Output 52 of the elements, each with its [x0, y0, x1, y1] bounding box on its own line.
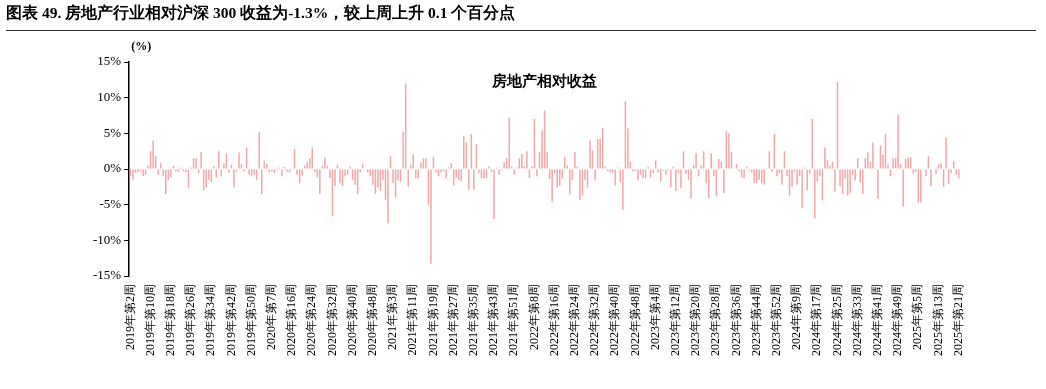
text: 房地产相对收益 [491, 72, 598, 89]
x-tick-label: 2020年第16周 [284, 284, 299, 356]
x-tick-label: 2022年第32周 [587, 284, 602, 356]
x-tick-label: 2021年第35周 [466, 284, 481, 356]
x-tick-label: 2022年第8周 [526, 284, 541, 350]
x-tick-label: 2021年第43周 [486, 284, 501, 356]
x-tick-label: 2023年第12周 [668, 284, 683, 356]
y-tick-label: 15% [97, 53, 122, 69]
x-tick-label: 2020年第40周 [344, 284, 359, 356]
x-tick-label: 2024年第25周 [829, 284, 844, 356]
x-tick-label: 2021年第19周 [425, 284, 440, 356]
x-tick-label: 2023年第4周 [647, 284, 662, 350]
x-tick-label: 2020年第24周 [304, 284, 319, 356]
x-tick-label: 2019年第10周 [142, 284, 157, 356]
x-tick-label: 2020年第32周 [324, 284, 339, 356]
x-tick-label: 2024年第41周 [870, 284, 885, 356]
y-tick-label: -10% [92, 231, 122, 247]
x-tick-label: 2023年第36周 [728, 284, 743, 356]
x-tick-label: 2021年第11周 [405, 284, 420, 356]
x-tick-label: 2025年第5周 [910, 284, 925, 350]
x-tick-label: 2021年第3周 [385, 284, 400, 350]
x-tick-label: 2020年第7周 [264, 284, 278, 350]
x-tick-label: 2022年第40周 [607, 284, 622, 356]
x-tick-label: 2019年第42周 [223, 284, 238, 356]
x-tick-label: 2022年第24周 [567, 284, 582, 356]
x-tick-label: 2025年第21周 [950, 284, 965, 356]
x-tick-label: 2019年第26周 [183, 284, 198, 356]
x-tick-label: 2019年第2周 [122, 284, 137, 350]
x-tick-label: 2024年第17周 [809, 284, 824, 356]
y-tick-label: 0% [103, 160, 122, 176]
x-tick-label: 2021年第51周 [506, 284, 521, 356]
x-tick-label: 2019年第18周 [162, 284, 177, 356]
x-tick-label: 2020年第48周 [365, 284, 380, 356]
x-tick-label: 2022年第16周 [546, 284, 561, 356]
chart-title: 图表 49. 房地产行业相对沪深 300 收益为-1.3%，较上周上升 0.1 个百分点 [6, 3, 1036, 31]
y-tick-label: -15% [92, 267, 122, 283]
x-tick-label: 2023年第52周 [769, 284, 784, 356]
x-tick-label: 2019年第34周 [203, 284, 218, 356]
x-tick-label: 2024年第33周 [849, 284, 864, 356]
x-tick-label: 2024年第9周 [789, 284, 804, 350]
x-tick-label: 2023年第44周 [748, 284, 763, 356]
x-tick-label: 2023年第28周 [708, 284, 723, 356]
x-tick-label: 2025年第13周 [930, 284, 945, 356]
x-tick-label: 2019年第50周 [243, 284, 258, 356]
x-tick-label: 2021年第27周 [445, 284, 460, 356]
y-tick-label: -5% [99, 196, 122, 212]
y-axis-title: (%) [131, 39, 152, 53]
x-tick-label: 2022年第48周 [627, 284, 642, 356]
x-tick-label: 2023年第20周 [688, 284, 703, 356]
y-tick-label: 5% [103, 124, 122, 140]
y-tick-label: 10% [97, 89, 122, 105]
x-tick-label: 2024年第49周 [890, 284, 905, 356]
